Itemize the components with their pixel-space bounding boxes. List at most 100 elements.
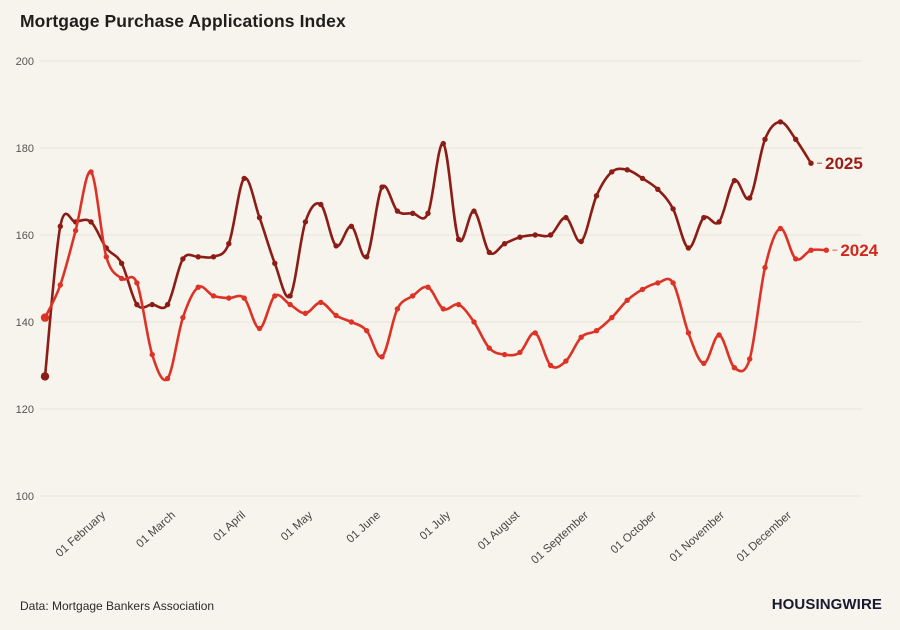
data-point-2024 <box>210 293 217 299</box>
x-axis-tick-label: 01 October <box>609 509 659 556</box>
y-axis-tick-label: 120 <box>16 404 34 416</box>
data-point-2025 <box>256 214 263 221</box>
line-chart: 100 120 140 160 180 200 01 February 01 March 01 … <box>16 56 879 567</box>
data-point-2025 <box>563 214 569 221</box>
x-axis-tick-label: 01 July <box>418 509 453 542</box>
data-point-2024 <box>578 334 584 340</box>
y-axis-tick-label: 100 <box>16 491 34 503</box>
data-point-2024 <box>455 301 462 308</box>
data-point-2025 <box>547 232 554 238</box>
data-point-2024 <box>593 328 600 334</box>
data-point-2024 <box>57 282 63 288</box>
data-point-2025 <box>40 372 50 381</box>
data-point-2024 <box>410 293 416 299</box>
data-point-2025 <box>88 219 94 225</box>
x-axis-tick-label: 01 June <box>345 509 383 545</box>
x-axis-tick-label: 01 May <box>279 509 315 543</box>
data-point-2025 <box>655 186 661 192</box>
data-point-2024 <box>471 319 477 325</box>
data-point-2024 <box>103 254 110 260</box>
data-point-2024 <box>440 306 446 312</box>
x-axis-tick-label: 01 November <box>668 509 727 564</box>
data-point-2024 <box>486 345 492 351</box>
data-point-2025 <box>793 136 799 142</box>
data-point-2025 <box>670 206 676 212</box>
data-point-2024 <box>226 295 232 301</box>
data-point-2025 <box>348 223 355 229</box>
data-point-2024 <box>747 356 753 362</box>
data-point-2024 <box>609 314 615 321</box>
data-point-2024 <box>195 284 201 290</box>
data-point-2025 <box>716 219 722 225</box>
y-axis-tick-label: 160 <box>16 230 34 242</box>
data-point-2025 <box>57 223 63 229</box>
data-point-2025 <box>762 136 768 142</box>
data-point-2024 <box>670 280 676 286</box>
data-point-2025 <box>118 260 125 266</box>
data-point-2024 <box>532 330 538 336</box>
x-axis-tick-label: 01 April <box>211 509 248 544</box>
data-point-2025 <box>517 234 523 240</box>
data-point-2025 <box>318 201 324 208</box>
data-point-2024 <box>379 354 385 360</box>
data-point-2024 <box>302 310 309 316</box>
data-point-2025 <box>685 245 692 251</box>
series-label-2025: 2025 <box>825 154 863 173</box>
data-point-2024 <box>762 264 768 271</box>
data-point-2025 <box>180 256 186 262</box>
data-point-2025 <box>532 232 538 238</box>
data-point-2024 <box>624 297 630 303</box>
y-axis-tick-label: 140 <box>16 317 34 329</box>
data-point-2024 <box>272 293 278 299</box>
data-point-2025 <box>578 238 584 245</box>
data-point-2024 <box>134 280 140 286</box>
data-point-2025 <box>410 210 416 216</box>
data-point-2024 <box>72 227 79 234</box>
data-point-2025 <box>624 167 630 173</box>
series-line-2025 <box>43 120 813 378</box>
data-point-2025 <box>210 254 217 260</box>
data-point-2024 <box>793 256 799 262</box>
data-point-2025 <box>226 241 232 247</box>
data-point-2025 <box>593 193 600 199</box>
data-point-2024 <box>40 313 50 322</box>
data-point-2025 <box>164 301 171 308</box>
data-point-2025 <box>195 254 201 260</box>
data-point-2024 <box>118 275 125 282</box>
data-point-2025 <box>149 301 155 308</box>
data-point-2024 <box>333 312 339 319</box>
housingwire-logo: HOUSINGWIRE <box>771 596 882 613</box>
data-point-2024 <box>547 362 554 369</box>
data-point-2024 <box>425 284 431 290</box>
data-point-2024 <box>777 225 784 232</box>
data-point-2025 <box>302 219 309 225</box>
data-point-2024 <box>823 247 829 253</box>
data-point-2024 <box>655 280 661 286</box>
data-point-2024 <box>685 330 692 336</box>
data-point-2024 <box>256 325 263 332</box>
data-point-2024 <box>164 375 171 382</box>
data-point-2025 <box>747 195 753 201</box>
page-title: Mortgage Purchase Applications Index <box>20 11 346 31</box>
data-point-2025 <box>455 236 462 242</box>
data-point-2024 <box>639 286 646 293</box>
data-point-2025 <box>241 175 247 182</box>
source-attribution: Data: Mortgage Bankers Association <box>20 599 215 613</box>
data-point-2025 <box>609 169 615 175</box>
data-point-2024 <box>287 301 293 308</box>
y-axis-tick-label: 180 <box>16 143 34 155</box>
data-point-2025 <box>471 208 477 214</box>
data-point-2025 <box>272 260 278 266</box>
data-point-2025 <box>364 254 370 260</box>
x-axis-tick-label: 01 February <box>54 509 108 560</box>
data-point-2024 <box>501 351 508 358</box>
data-point-2024 <box>88 169 94 175</box>
series-line-2024 <box>43 170 828 382</box>
data-point-2024 <box>808 247 814 253</box>
data-point-2025 <box>777 119 784 125</box>
data-point-2024 <box>149 351 155 358</box>
data-point-2024 <box>394 306 401 312</box>
data-point-2024 <box>241 295 247 301</box>
data-point-2024 <box>563 358 569 364</box>
